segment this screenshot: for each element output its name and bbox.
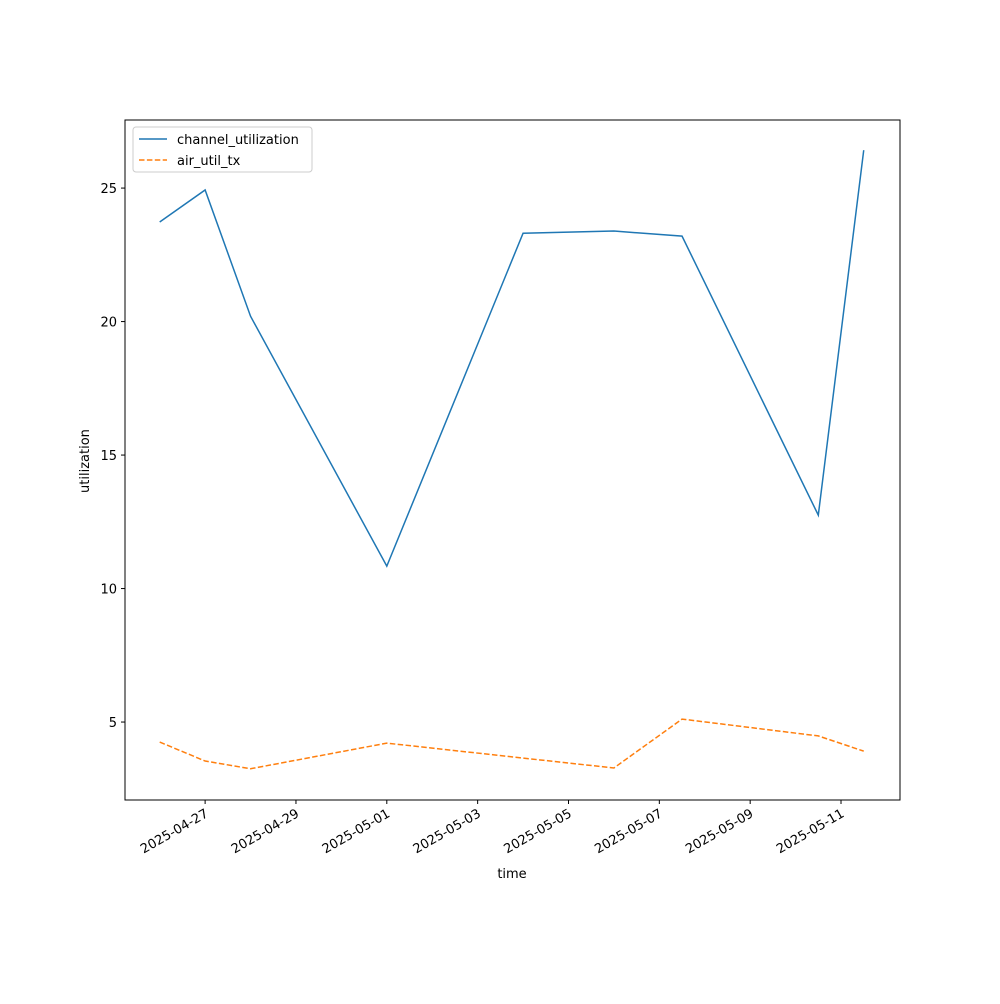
y-tick-label: 20 bbox=[100, 316, 117, 331]
x-tick-label: 2025-05-01 bbox=[320, 806, 393, 857]
legend-label: air_util_tx bbox=[177, 154, 241, 169]
series-line bbox=[159, 150, 865, 568]
x-tick-label: 2025-05-03 bbox=[411, 806, 484, 857]
x-axis-label: time bbox=[497, 867, 526, 882]
x-tick-label: 2025-05-05 bbox=[502, 806, 575, 857]
x-tick-label: 2025-05-07 bbox=[592, 806, 665, 857]
y-tick-label: 10 bbox=[100, 583, 117, 598]
x-tick-label: 2025-04-27 bbox=[138, 806, 211, 857]
legend-label: channel_utilization bbox=[177, 133, 299, 148]
y-tick-label: 15 bbox=[100, 449, 117, 464]
x-tick-label: 2025-05-09 bbox=[683, 806, 756, 857]
x-tick-label: 2025-04-29 bbox=[229, 806, 302, 857]
y-tick-label: 5 bbox=[109, 716, 117, 731]
series-line bbox=[159, 718, 864, 770]
legend-box bbox=[132, 126, 313, 173]
y-tick-label: 25 bbox=[100, 182, 117, 197]
x-tick-label: 2025-05-11 bbox=[774, 806, 847, 857]
plot-frame bbox=[124, 119, 901, 801]
y-axis-label: utilization bbox=[78, 429, 93, 493]
